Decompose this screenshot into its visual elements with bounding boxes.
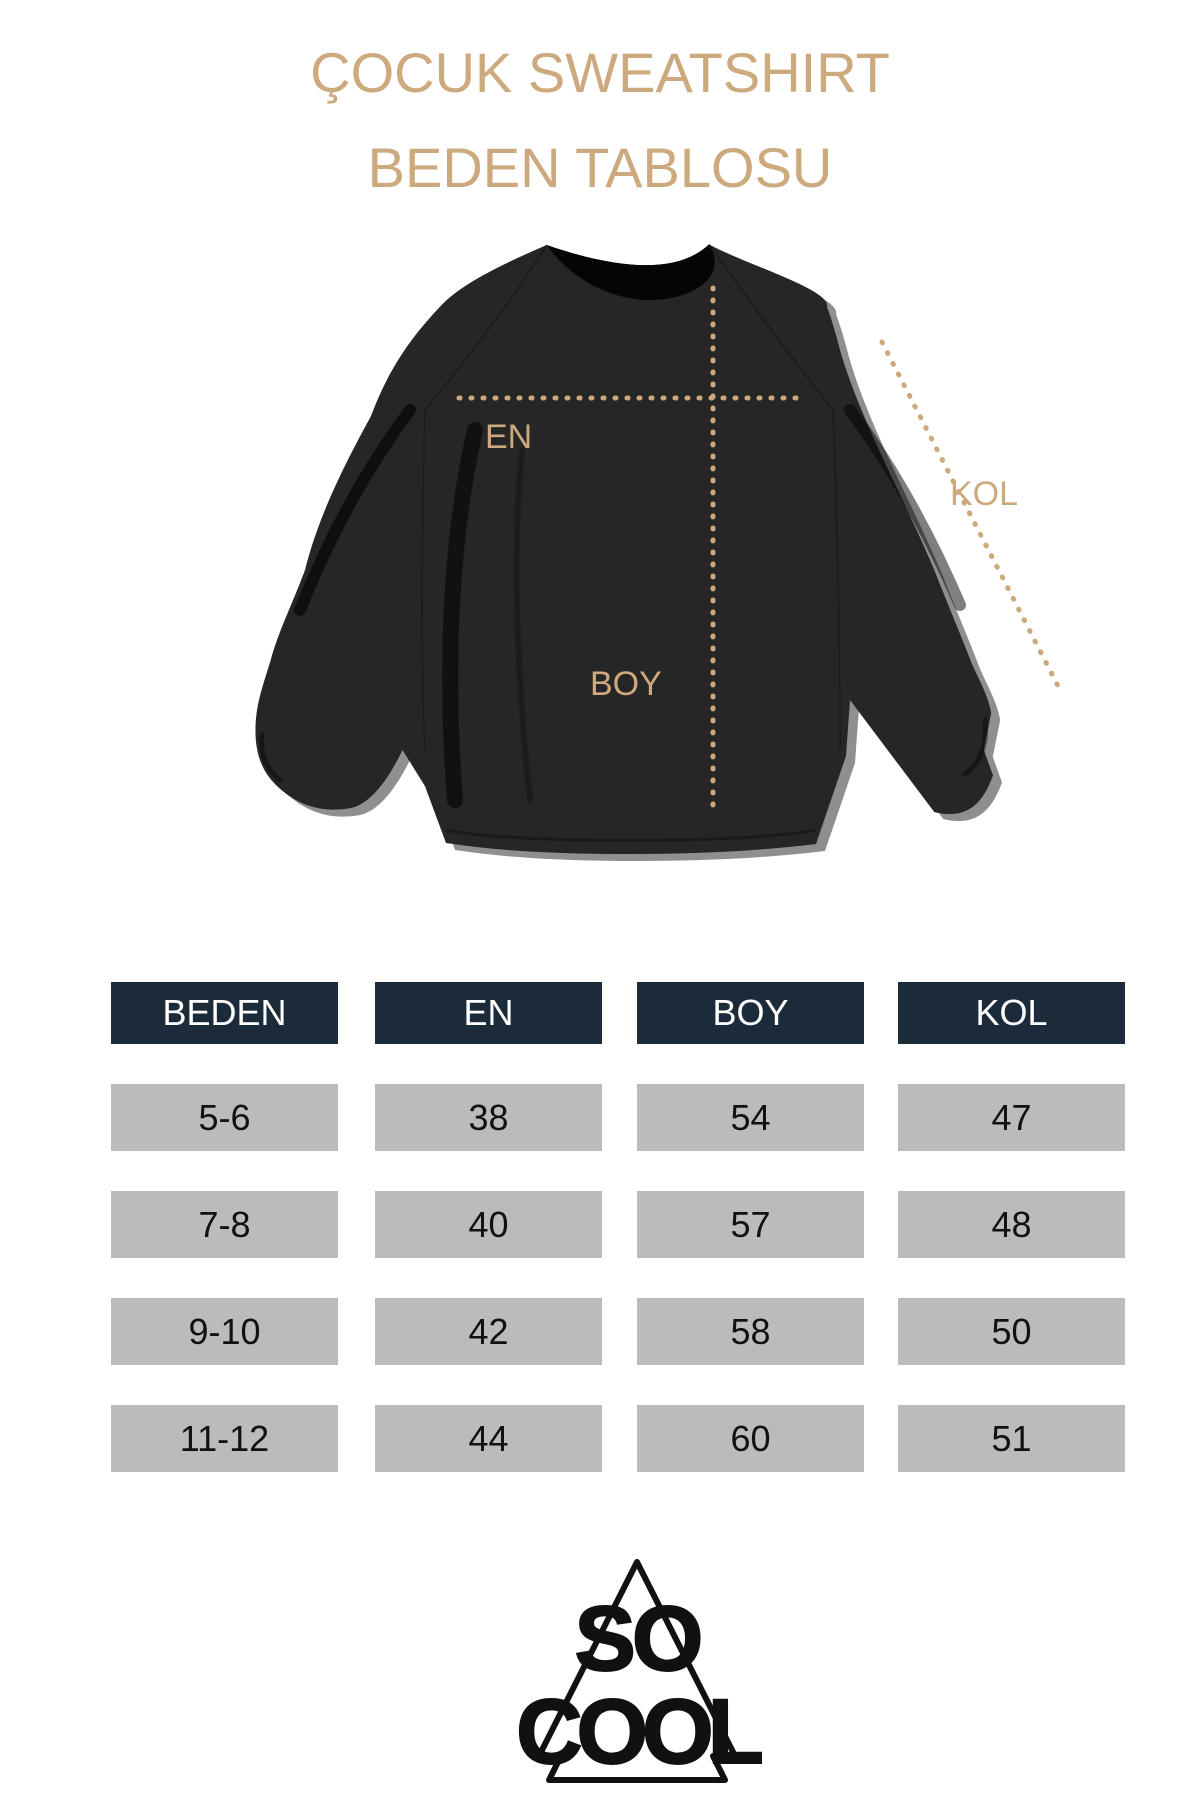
svg-text:COOL: COOL (516, 1681, 762, 1783)
svg-text:SO: SO (575, 1588, 700, 1690)
